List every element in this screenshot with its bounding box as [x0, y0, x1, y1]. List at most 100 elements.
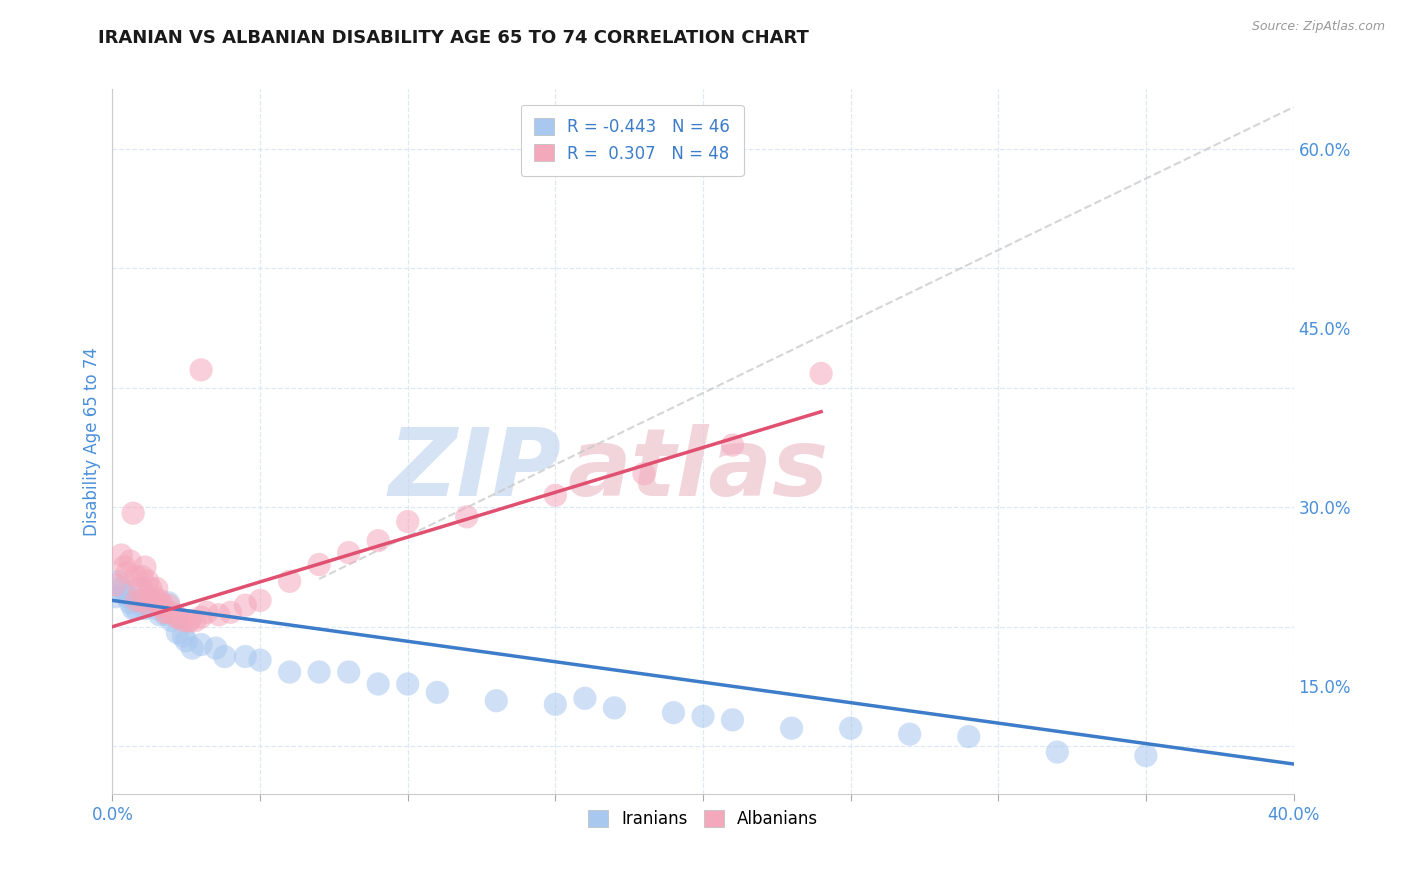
Point — [839, 721, 862, 735]
Point — [134, 560, 156, 574]
Point — [110, 548, 132, 562]
Point — [104, 578, 127, 592]
Point — [166, 625, 188, 640]
Point — [721, 438, 744, 452]
Point — [149, 607, 172, 622]
Point — [146, 601, 169, 615]
Point — [122, 506, 145, 520]
Point — [172, 629, 194, 643]
Point — [810, 367, 832, 381]
Point — [308, 665, 330, 679]
Point — [112, 586, 135, 600]
Point — [131, 569, 153, 583]
Point — [219, 605, 242, 619]
Point — [174, 634, 197, 648]
Point — [142, 593, 165, 607]
Point — [190, 610, 212, 624]
Point — [155, 605, 177, 619]
Point — [233, 649, 256, 664]
Point — [125, 569, 148, 583]
Point — [633, 467, 655, 481]
Point — [898, 727, 921, 741]
Point — [544, 698, 567, 712]
Point — [136, 598, 159, 612]
Point — [125, 593, 148, 607]
Text: ZIP: ZIP — [388, 424, 561, 516]
Point — [104, 590, 127, 604]
Point — [139, 593, 162, 607]
Point — [208, 607, 231, 622]
Point — [152, 598, 174, 612]
Point — [142, 590, 165, 604]
Point — [157, 598, 180, 612]
Point — [367, 677, 389, 691]
Point — [426, 685, 449, 699]
Point — [155, 605, 177, 619]
Point — [134, 601, 156, 615]
Text: Source: ZipAtlas.com: Source: ZipAtlas.com — [1251, 20, 1385, 33]
Point — [692, 709, 714, 723]
Point — [337, 665, 360, 679]
Point — [396, 515, 419, 529]
Point — [179, 614, 201, 628]
Point — [149, 598, 172, 612]
Point — [190, 363, 212, 377]
Point — [249, 593, 271, 607]
Point — [139, 582, 162, 596]
Point — [184, 614, 207, 628]
Point — [136, 574, 159, 589]
Point — [574, 691, 596, 706]
Point — [603, 701, 626, 715]
Point — [172, 614, 194, 628]
Point — [721, 713, 744, 727]
Point — [308, 558, 330, 572]
Point — [181, 641, 204, 656]
Text: IRANIAN VS ALBANIAN DISABILITY AGE 65 TO 74 CORRELATION CHART: IRANIAN VS ALBANIAN DISABILITY AGE 65 TO… — [98, 29, 810, 46]
Point — [117, 590, 138, 604]
Point — [120, 596, 142, 610]
Point — [128, 582, 150, 596]
Point — [456, 509, 478, 524]
Point — [195, 605, 218, 619]
Point — [179, 614, 201, 628]
Point — [120, 554, 142, 568]
Point — [160, 614, 183, 628]
Point — [122, 601, 145, 615]
Point — [112, 560, 135, 574]
Legend: Iranians, Albanians: Iranians, Albanians — [581, 804, 825, 835]
Point — [544, 488, 567, 502]
Point — [1046, 745, 1069, 759]
Point — [149, 593, 172, 607]
Y-axis label: Disability Age 65 to 74: Disability Age 65 to 74 — [83, 347, 101, 536]
Point — [214, 649, 236, 664]
Point — [155, 607, 177, 622]
Point — [166, 610, 188, 624]
Point — [337, 546, 360, 560]
Point — [957, 730, 980, 744]
Text: atlas: atlas — [567, 424, 828, 516]
Point — [278, 574, 301, 589]
Point — [128, 593, 150, 607]
Point — [160, 605, 183, 619]
Point — [233, 598, 256, 612]
Point — [396, 677, 419, 691]
Point — [249, 653, 271, 667]
Point — [146, 582, 169, 596]
Point — [190, 638, 212, 652]
Point — [117, 566, 138, 580]
Point — [166, 610, 188, 624]
Point — [367, 533, 389, 548]
Point — [278, 665, 301, 679]
Point — [1135, 748, 1157, 763]
Point — [157, 596, 180, 610]
Point — [136, 598, 159, 612]
Point — [107, 574, 129, 589]
Point — [110, 582, 132, 596]
Point — [780, 721, 803, 735]
Point — [131, 582, 153, 596]
Point — [131, 593, 153, 607]
Point — [485, 694, 508, 708]
Point — [662, 706, 685, 720]
Point — [125, 601, 148, 615]
Point — [205, 641, 228, 656]
